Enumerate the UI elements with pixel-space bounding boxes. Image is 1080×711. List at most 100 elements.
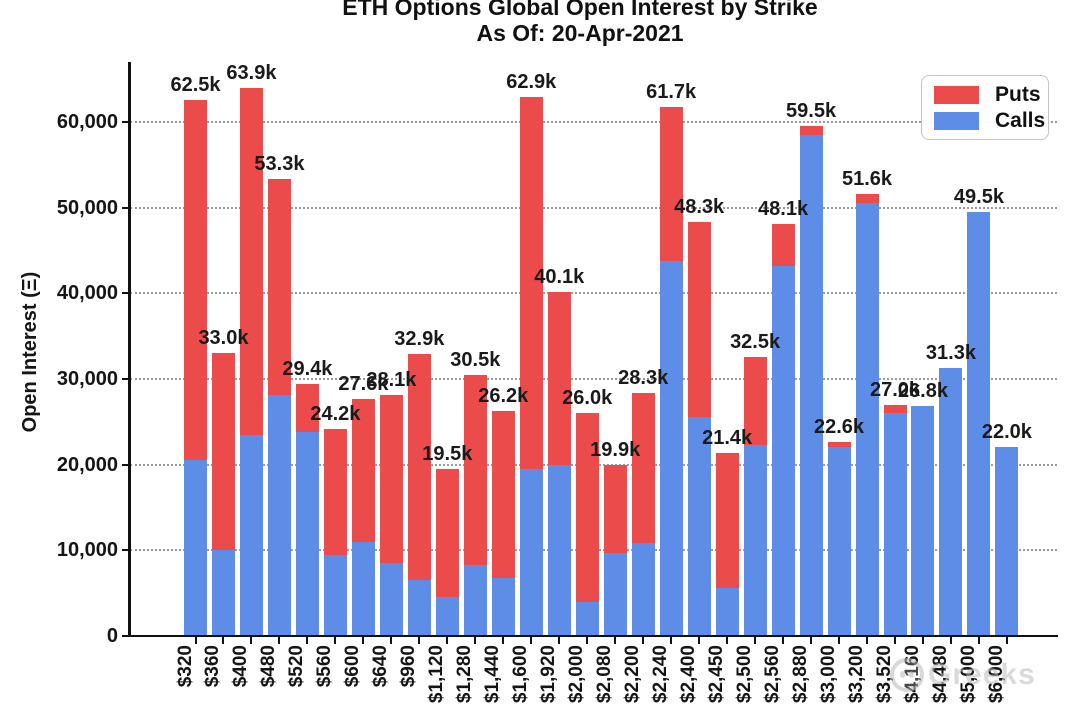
- y-tick-mark: [122, 635, 130, 637]
- chart-title: ETH Options Global Open Interest by Stri…: [342, 0, 818, 20]
- bar-segment-puts: [407, 354, 431, 581]
- bar-segment-puts: [855, 193, 879, 204]
- bar-segment-puts: [295, 384, 319, 433]
- bar-segment-puts: [799, 126, 823, 135]
- bar-segment-calls: [519, 468, 543, 636]
- bar-total-label: 22.0k: [981, 421, 1032, 444]
- x-tick-mark: [362, 636, 365, 644]
- legend-item-calls: Calls: [934, 110, 1045, 131]
- bar-segment-calls: [827, 447, 851, 636]
- watermark-text: Greeks: [928, 658, 1036, 691]
- x-tick-mark: [810, 636, 813, 644]
- chart-subtitle: As Of: 20-Apr-2021: [476, 20, 684, 46]
- y-tick-mark: [122, 377, 130, 380]
- y-tick-label: 30,000: [56, 367, 118, 390]
- bar-segment-calls: [407, 580, 431, 636]
- x-tick-mark: [614, 636, 617, 644]
- bar-total-label: 61.7k: [646, 81, 697, 104]
- bar-segment-puts: [463, 374, 487, 565]
- x-tick-label: $2,000: [566, 645, 588, 704]
- legend-label-puts: Puts: [995, 83, 1041, 106]
- x-tick-label: $1,920: [538, 645, 560, 704]
- x-tick-label: $1,600: [510, 645, 532, 704]
- x-tick-label: $1,280: [454, 645, 476, 704]
- x-tick-label: $2,080: [594, 645, 616, 704]
- legend: Puts Calls: [921, 75, 1049, 140]
- bar-segment-calls: [771, 265, 795, 636]
- x-tick-mark: [446, 636, 449, 644]
- x-tick-mark: [866, 636, 869, 644]
- bar-total-label: 63.9k: [226, 62, 277, 85]
- bar-segment-calls: [295, 432, 319, 636]
- y-tick-label: 0: [106, 625, 118, 647]
- bar-segment-puts: [659, 107, 683, 261]
- bar-segment-puts: [743, 357, 767, 445]
- x-tick-label: $2,400: [678, 645, 700, 704]
- x-tick-mark: [558, 636, 561, 644]
- bar-total-label: 19.9k: [590, 439, 641, 462]
- x-tick-mark: [418, 636, 421, 644]
- bar-segment-puts: [827, 442, 851, 448]
- puts-swatch: [934, 86, 979, 104]
- bar-segment-calls: [743, 444, 767, 636]
- bar-segment-calls: [967, 211, 991, 636]
- x-tick-mark: [390, 636, 393, 644]
- x-tick-label: $640: [370, 645, 392, 688]
- bar-total-label: 32.5k: [730, 331, 781, 354]
- x-tick-label: $2,450: [706, 645, 728, 704]
- bar-segment-calls: [547, 464, 571, 636]
- bar-segment-puts: [519, 96, 543, 469]
- x-tick-mark: [306, 636, 309, 644]
- bar-segment-calls: [323, 554, 347, 636]
- bar-total-label: 26.0k: [562, 387, 613, 410]
- bar-segment-calls: [435, 597, 459, 636]
- x-tick-label: $520: [286, 645, 308, 688]
- bar-total-label: 27.6k: [338, 373, 389, 396]
- calls-swatch: [934, 112, 979, 130]
- bar-segment-puts: [323, 428, 347, 555]
- x-tick-mark: [838, 636, 841, 644]
- x-tick-label: $3,000: [818, 645, 840, 704]
- x-tick-mark: [250, 636, 253, 644]
- x-tick-label: $320: [174, 645, 196, 688]
- legend-item-puts: Puts: [934, 83, 1041, 106]
- y-tick-label: 20,000: [56, 453, 118, 476]
- bar-segment-calls: [687, 416, 711, 636]
- y-tick-mark: [122, 292, 130, 295]
- x-tick-mark: [586, 636, 589, 644]
- bar-total-label: 28.3k: [618, 367, 669, 390]
- bar-segment-puts: [631, 393, 655, 544]
- y-tick-label: 50,000: [56, 196, 118, 219]
- bar-total-label: 29.4k: [282, 358, 333, 381]
- x-tick-label: $600: [342, 645, 364, 688]
- x-tick-label: $360: [202, 645, 224, 688]
- gridline: [130, 292, 1057, 295]
- x-tick-mark: [474, 636, 477, 644]
- bar-segment-calls: [659, 260, 683, 636]
- x-tick-mark: [921, 636, 924, 644]
- bar-segment-calls: [184, 460, 207, 636]
- x-tick-label: $1,120: [426, 645, 448, 704]
- greeks-logo-icon: [890, 658, 924, 692]
- bar-segment-calls: [855, 203, 879, 636]
- x-tick-label: $2,500: [734, 645, 756, 704]
- gridline: [130, 120, 1057, 123]
- bar-segment-puts: [239, 88, 263, 435]
- bar-segment-puts: [715, 452, 739, 588]
- x-tick-mark: [222, 636, 225, 644]
- bar-total-label: 22.6k: [814, 416, 865, 439]
- bar-total-label: 31.3k: [925, 341, 976, 364]
- y-axis-line: [128, 62, 131, 636]
- x-tick-label: $960: [398, 645, 420, 688]
- bar-total-label: 51.6k: [841, 167, 893, 190]
- bar-total-label: 27.0k: [869, 378, 921, 401]
- bar-segment-puts: [547, 292, 571, 465]
- y-tick-label: 60,000: [56, 110, 118, 133]
- bar-segment-calls: [939, 367, 963, 636]
- bar-segment-calls: [211, 550, 235, 636]
- bar-segment-calls: [267, 395, 291, 636]
- x-tick-mark: [642, 636, 645, 644]
- bar-total-label: 48.1k: [758, 197, 809, 220]
- bar-segment-puts: [771, 223, 795, 266]
- y-tick-label: 10,000: [56, 539, 118, 562]
